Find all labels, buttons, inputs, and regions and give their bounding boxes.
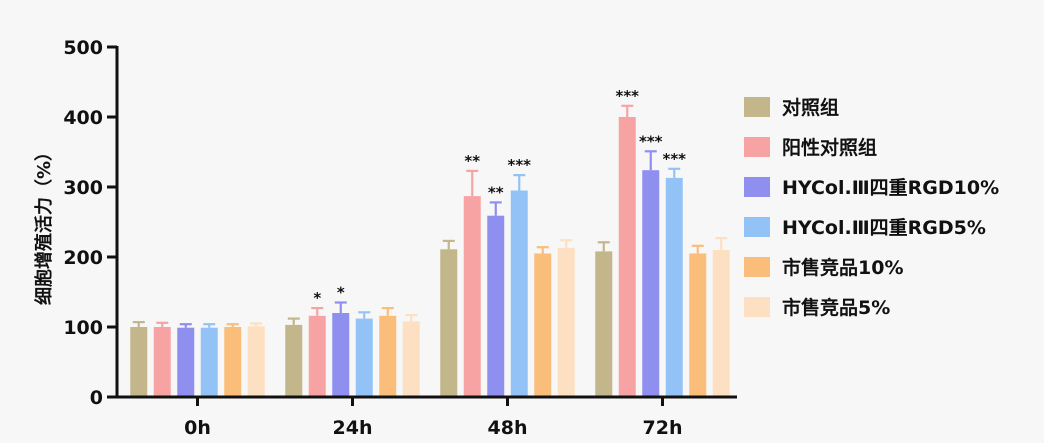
bar-3-3 (665, 177, 683, 397)
bar-3-0 (200, 327, 218, 397)
bar-2-3 (642, 170, 660, 397)
legend-swatch-1 (744, 137, 770, 157)
y-tick-label-0: 0 (90, 387, 103, 409)
significance-label-2-2: ** (488, 183, 504, 201)
significance-label-1-1: * (313, 289, 321, 307)
bar-1-0 (153, 327, 171, 397)
bar-4-2 (534, 253, 552, 397)
bar-1-3 (618, 117, 636, 397)
bar-5-2 (557, 247, 575, 397)
legend-swatch-2 (744, 177, 770, 197)
x-tick-label-0: 0h (184, 417, 211, 439)
bar-4-3 (689, 253, 707, 397)
y-tick-label-3: 300 (63, 177, 103, 199)
y-tick-label-2: 200 (63, 247, 103, 269)
bar-0-0 (130, 327, 148, 397)
legend-swatch-3 (744, 217, 770, 237)
legend-swatch-0 (744, 97, 770, 117)
legend-swatch-4 (744, 257, 770, 277)
bar-1-1 (308, 315, 326, 397)
bar-5-3 (712, 250, 730, 397)
legend-label-4: 市售竞品10% (782, 256, 903, 279)
axes-group: 0h 24h 48h 72h 0 100 200 300 400 500 (63, 37, 737, 439)
bar-2-0 (177, 327, 195, 397)
y-axis-label: 细胞增殖活力（%） (33, 143, 55, 305)
significance-label-1-2: ** (464, 152, 480, 170)
significance-label-1-3: *** (615, 87, 639, 105)
significance-label-2-1: * (337, 284, 345, 302)
significance-label-3-3: *** (662, 150, 686, 168)
bar-4-0 (224, 327, 242, 397)
legend-label-5: 市售竞品5% (782, 296, 890, 319)
bar-1-2 (463, 196, 481, 397)
significance-label-3-2: *** (507, 156, 531, 174)
bar-0-3 (595, 251, 613, 397)
bar-2-1 (332, 313, 350, 397)
bar-3-1 (355, 318, 373, 397)
bar-0-1 (285, 324, 303, 397)
y-tick-label-5: 500 (63, 37, 103, 59)
bar-5-0 (247, 326, 265, 397)
legend-swatch-5 (744, 297, 770, 317)
bar-2-2 (487, 215, 505, 397)
bars-group: * ***************** (130, 87, 730, 397)
legend-label-0: 对照组 (782, 96, 839, 119)
y-tick-label-1: 100 (63, 317, 103, 339)
legend-label-1: 阳性对照组 (782, 136, 877, 159)
bar-5-1 (402, 321, 420, 397)
x-tick-label-2: 48h (488, 417, 528, 439)
bar-3-2 (510, 190, 528, 397)
x-tick-label-1: 24h (333, 417, 373, 439)
bar-4-1 (379, 315, 397, 397)
bar-0-2 (440, 249, 458, 397)
y-tick-label-4: 400 (63, 107, 103, 129)
legend-label-2: HYCol.Ⅲ四重RGD10% (782, 177, 999, 199)
x-tick-label-3: 72h (643, 417, 683, 439)
significance-label-2-3: *** (639, 132, 663, 150)
legend-label-3: HYCol.Ⅲ四重RGD5% (782, 217, 986, 239)
